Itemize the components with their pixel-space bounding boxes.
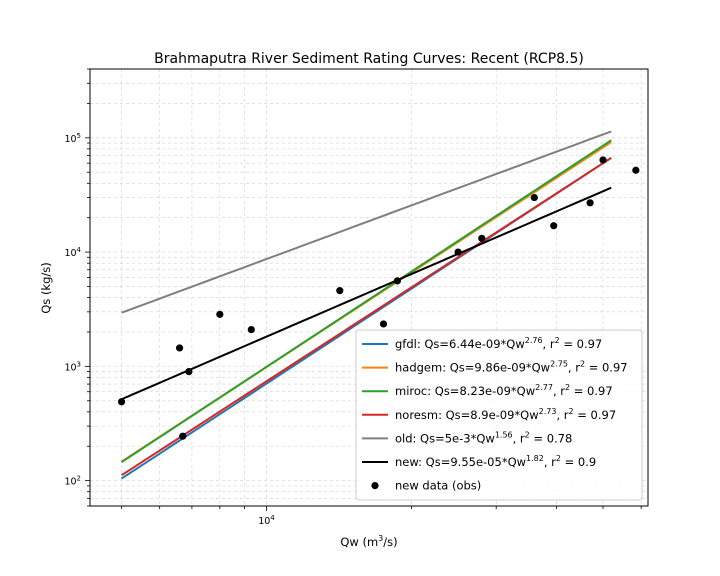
legend: gfdl: Qs=6.44e-09*Qw2.76, r2 = 0.97 hadge… bbox=[355, 329, 643, 501]
series-line-old bbox=[121, 130, 612, 314]
data-point bbox=[336, 287, 344, 295]
y-tick-label: 103 bbox=[64, 360, 81, 373]
y-axis-label: Qs (kg/s) bbox=[39, 262, 53, 314]
legend-label-old: old: Qs=5e-3*Qw1.56, r2 = 0.78 bbox=[395, 430, 572, 445]
legend-box bbox=[355, 329, 643, 501]
legend-label-hadgem: hadgem: Qs=9.86e-09*Qw2.75, r2 = 0.97 bbox=[395, 360, 628, 375]
legend-label-noresm: noresm: Qs=8.9e-09*Qw2.73, r2 = 0.97 bbox=[395, 407, 616, 422]
chart-title: Brahmaputra River Sediment Rating Curves… bbox=[154, 51, 584, 67]
series-line-miroc bbox=[120, 139, 612, 464]
data-point bbox=[454, 248, 462, 256]
data-point bbox=[247, 325, 255, 334]
data-point bbox=[379, 320, 388, 328]
x-axis-label: Qw (m3/s) bbox=[340, 534, 397, 549]
series-line-new bbox=[121, 186, 612, 401]
plot-frame bbox=[89, 68, 649, 507]
data-point bbox=[175, 344, 184, 352]
data-point bbox=[478, 234, 486, 242]
data-point bbox=[530, 193, 538, 202]
data-point bbox=[393, 277, 401, 285]
y-tick-label: 105 bbox=[64, 132, 81, 145]
series-lines bbox=[120, 130, 612, 480]
observed-points bbox=[117, 156, 640, 440]
x-tick-label: 104 bbox=[258, 514, 275, 527]
data-point bbox=[632, 166, 640, 174]
data-point bbox=[185, 367, 193, 376]
series-line-noresm bbox=[120, 157, 612, 477]
data-point bbox=[179, 432, 187, 440]
data-point bbox=[117, 398, 126, 406]
legend-swatch-obs bbox=[371, 482, 379, 490]
data-point bbox=[216, 310, 224, 318]
y-tick-label: 102 bbox=[64, 475, 81, 488]
legend-label-gfdl: gfdl: Qs=6.44e-09*Qw2.76, r2 = 0.97 bbox=[395, 336, 602, 351]
y-tick-label: 104 bbox=[64, 246, 81, 259]
legend-label-miroc: miroc: Qs=8.23e-09*Qw2.77, r2 = 0.97 bbox=[395, 383, 613, 398]
axis-ticks: 104 102 103 104 105 bbox=[64, 68, 642, 527]
legend-label-new: new: Qs=9.55e-05*Qw1.82, r2 = 0.9 bbox=[395, 454, 596, 469]
data-point bbox=[586, 199, 594, 207]
data-point bbox=[599, 156, 607, 164]
data-point bbox=[550, 222, 558, 230]
legend-label-obs: new data (obs) bbox=[395, 479, 481, 493]
